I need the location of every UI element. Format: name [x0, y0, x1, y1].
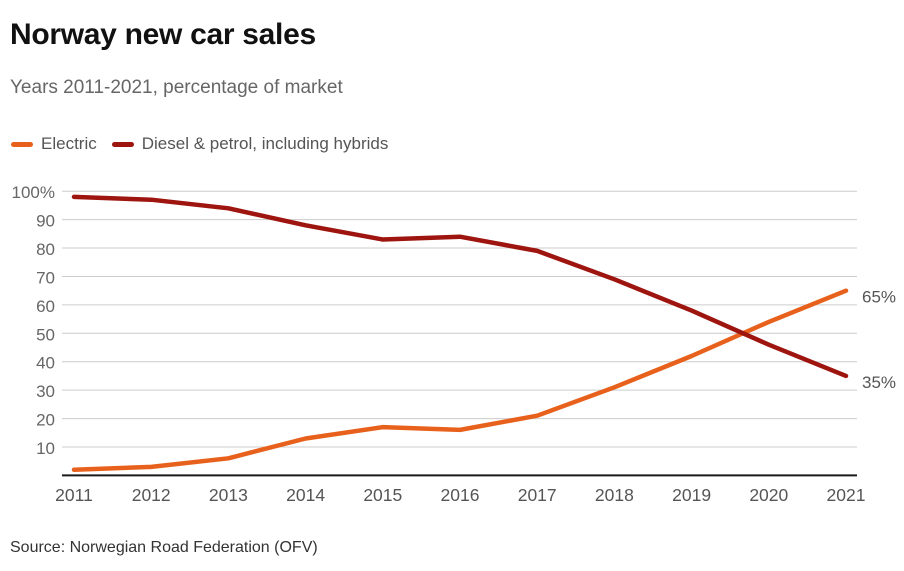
x-tick-label: 2021	[827, 485, 866, 505]
y-tick-label: 50	[36, 325, 55, 344]
series-end-label-0: 65%	[862, 288, 896, 307]
x-tick-label: 2014	[286, 485, 325, 505]
x-tick-label: 2020	[749, 485, 788, 505]
series-end-label-1: 35%	[862, 373, 896, 392]
legend-swatch-diesel-petrol	[111, 141, 134, 147]
legend-item-diesel-petrol: Diesel & petrol, including hybrids	[111, 134, 389, 154]
x-tick-label: 2012	[132, 485, 171, 505]
legend: Electric Diesel & petrol, including hybr…	[11, 134, 388, 154]
y-tick-label: 80	[36, 240, 55, 259]
y-tick-label: 40	[36, 354, 55, 373]
x-tick-label: 2017	[518, 485, 557, 505]
y-tick-label: 10	[36, 439, 55, 458]
x-tick-label: 2013	[209, 485, 248, 505]
series-line-1	[71, 194, 849, 379]
legend-swatch-electric	[11, 141, 33, 147]
legend-item-electric: Electric	[11, 134, 97, 154]
series-line-0	[71, 288, 849, 472]
x-tick-label: 2019	[672, 485, 711, 505]
y-tick-label: 90	[36, 212, 55, 231]
y-tick-label: 20	[36, 411, 55, 430]
page-subtitle: Years 2011-2021, percentage of market	[10, 77, 343, 98]
x-tick-label: 2011	[55, 485, 93, 505]
y-tick-label: 30	[36, 382, 55, 401]
y-tick-label: 60	[36, 297, 55, 316]
x-tick-label: 2016	[441, 485, 480, 505]
legend-label-diesel-petrol: Diesel & petrol, including hybrids	[141, 134, 389, 153]
y-tick-label: 100%	[12, 183, 55, 202]
x-tick-label: 2015	[363, 485, 402, 505]
page-title: Norway new car sales	[10, 18, 316, 51]
x-tick-label: 2018	[595, 485, 634, 505]
source-note: Source: Norwegian Road Federation (OFV)	[10, 539, 318, 556]
y-tick-label: 70	[36, 269, 55, 288]
legend-label-electric: Electric	[41, 134, 97, 153]
